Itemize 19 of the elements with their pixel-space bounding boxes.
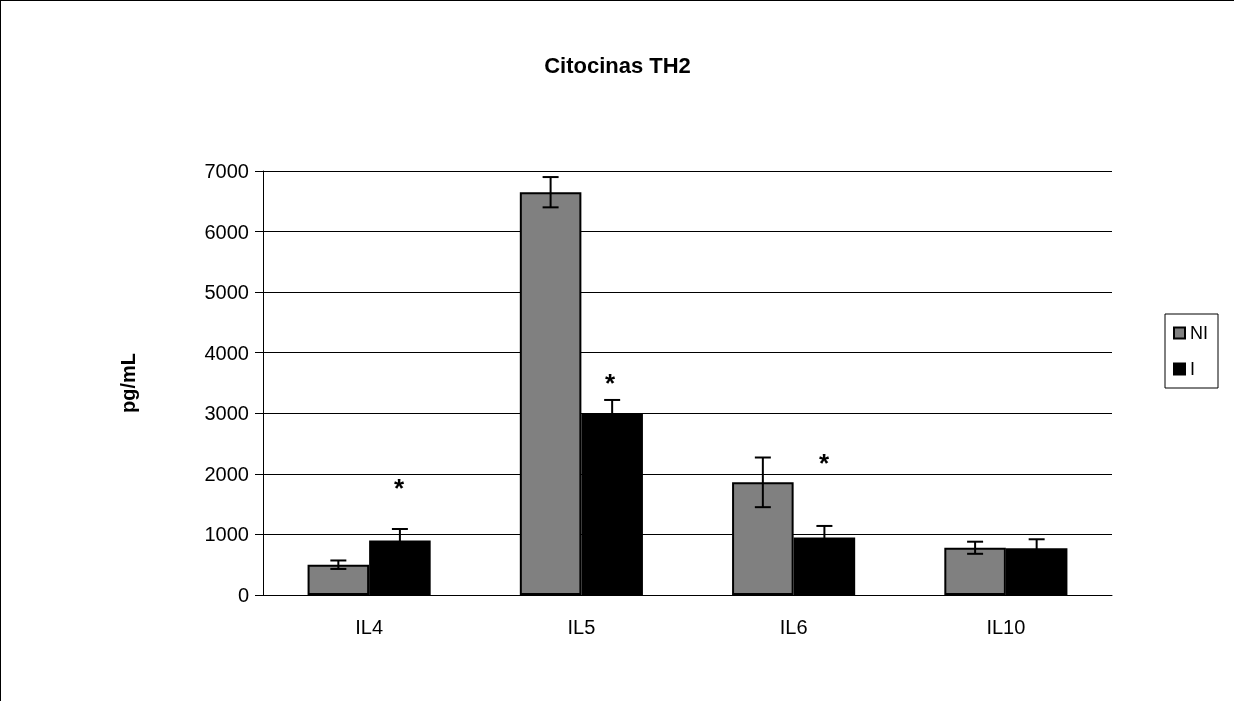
y-axis-title: pg/mL — [117, 353, 139, 413]
x-tick-label: IL10 — [986, 616, 1026, 638]
annotation: * — [393, 473, 405, 503]
chart-title: Citocinas TH2 — [544, 52, 691, 78]
y-tick-label: 6000 — [204, 220, 249, 243]
x-tick-label: IL4 — [355, 616, 384, 638]
y-tick-label: 5000 — [204, 281, 249, 304]
x-tick-label: IL6 — [779, 616, 808, 638]
legend-label: NI — [1190, 323, 1208, 343]
legend-label: I — [1190, 359, 1196, 379]
x-tick-label: IL5 — [567, 616, 596, 638]
y-tick-label: 2000 — [204, 462, 249, 485]
y-tick-label: 0 — [237, 584, 249, 606]
y-tick-label: 3000 — [204, 402, 249, 425]
annotation: * — [604, 368, 616, 398]
annotation: * — [818, 448, 830, 478]
y-tick-label: 4000 — [204, 341, 249, 364]
y-tick-label: 1000 — [204, 523, 249, 546]
y-tick-label: 7000 — [204, 160, 249, 182]
